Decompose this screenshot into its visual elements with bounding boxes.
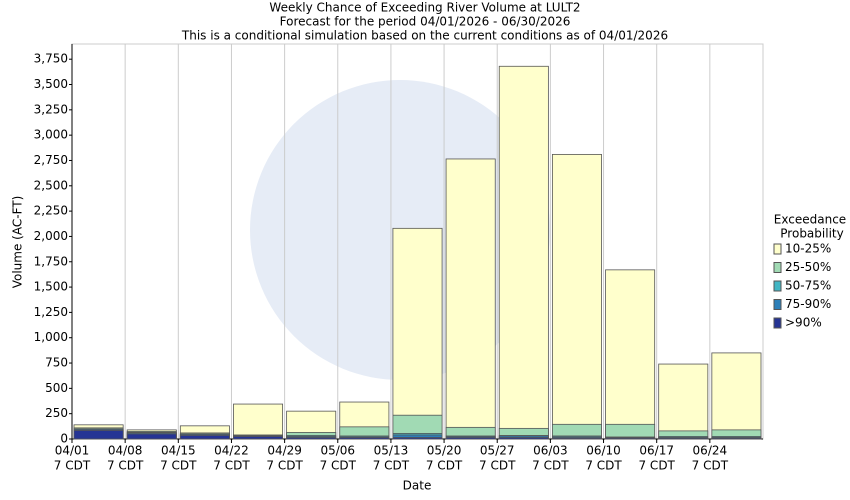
x-tick-label: 06/03 [533, 444, 568, 458]
x-tick-label: 04/01 [55, 444, 90, 458]
x-tick-label: 7 CDT [160, 459, 197, 473]
y-tick-label: 250 [45, 406, 68, 420]
x-axis-label: Date [403, 479, 432, 493]
bar [233, 403, 284, 440]
legend-label: 10-25% [785, 242, 831, 256]
y-tick-label: 1,500 [34, 280, 68, 294]
y-axis-label: Volume (AC-FT) [11, 196, 25, 289]
x-tick-label: 06/24 [693, 444, 728, 458]
legend-label: 75-90% [785, 297, 831, 311]
x-tick-label: 04/22 [214, 444, 249, 458]
y-tick-label: 3,250 [34, 102, 68, 116]
x-tick-label: 05/06 [320, 444, 355, 458]
y-tick-label: 1,000 [34, 330, 68, 344]
y-tick-label: 3,000 [34, 128, 68, 142]
x-tick-label: 7 CDT [107, 459, 144, 473]
x-tick-label: 04/08 [108, 444, 143, 458]
chart-title: Weekly Chance of Exceeding River Volume … [269, 1, 580, 15]
legend-swatch [773, 317, 782, 329]
bar [551, 437, 602, 440]
legend-swatch [773, 280, 782, 292]
bar [339, 437, 390, 440]
legend-swatch [773, 299, 782, 310]
y-tick-label: 0 [60, 432, 68, 446]
bar [605, 269, 656, 440]
y-tick-label: 3,750 [34, 52, 68, 66]
y-tick-label: 2,750 [34, 153, 68, 167]
legend-title: Probability [780, 227, 843, 241]
bar [498, 437, 549, 440]
bar [711, 437, 762, 440]
x-tick-label: 7 CDT [426, 459, 463, 473]
bar [126, 433, 177, 440]
x-tick-label: 7 CDT [54, 459, 91, 473]
x-tick-label: 04/29 [267, 444, 302, 458]
legend-label: >90% [785, 316, 822, 330]
y-tick-label: 2,250 [34, 204, 68, 218]
x-tick-label: 7 CDT [373, 459, 410, 473]
legend-title: Exceedance [774, 213, 846, 227]
x-tick-label: 7 CDT [638, 459, 675, 473]
bar [498, 65, 549, 440]
bar [711, 352, 762, 440]
bar [233, 436, 284, 440]
x-tick-label: 05/13 [374, 444, 409, 458]
legend-swatch [773, 243, 782, 255]
bar [392, 437, 443, 440]
x-tick-label: 7 CDT [532, 459, 569, 473]
y-tick-label: 750 [45, 356, 68, 370]
x-tick-label: 7 CDT [479, 459, 516, 473]
chart-subtitle: Forecast for the period 04/01/2026 - 06/… [280, 15, 571, 29]
y-tick-label: 500 [45, 381, 68, 395]
x-tick-label: 7 CDT [692, 459, 729, 473]
bar [605, 437, 656, 440]
x-tick-label: 05/20 [427, 444, 462, 458]
legend-label: 25-50% [785, 260, 831, 274]
y-tick-label: 3,500 [34, 77, 68, 91]
y-tick-label: 2,500 [34, 178, 68, 192]
x-tick-label: 04/15 [161, 444, 196, 458]
x-tick-label: 7 CDT [266, 459, 303, 473]
chart-note: This is a conditional simulation based o… [181, 29, 668, 43]
bar [658, 437, 709, 440]
y-tick-label: 2,000 [34, 229, 68, 243]
x-tick-label: 05/27 [480, 444, 515, 458]
bar [392, 227, 443, 440]
bar [658, 363, 709, 440]
bar [445, 437, 496, 440]
y-tick-label: 1,750 [34, 254, 68, 268]
x-tick-label: 06/10 [586, 444, 621, 458]
bar [445, 158, 496, 440]
y-tick-label: 1,250 [34, 305, 68, 319]
x-tick-label: 7 CDT [213, 459, 250, 473]
bar [73, 429, 124, 440]
bar [551, 153, 602, 440]
bar [286, 437, 337, 440]
legend-swatch [773, 262, 782, 273]
x-tick-label: 7 CDT [585, 459, 622, 473]
x-tick-label: 06/17 [639, 444, 674, 458]
legend-label: 50-75% [785, 279, 831, 293]
bar [179, 435, 230, 440]
x-tick-label: 7 CDT [320, 459, 357, 473]
